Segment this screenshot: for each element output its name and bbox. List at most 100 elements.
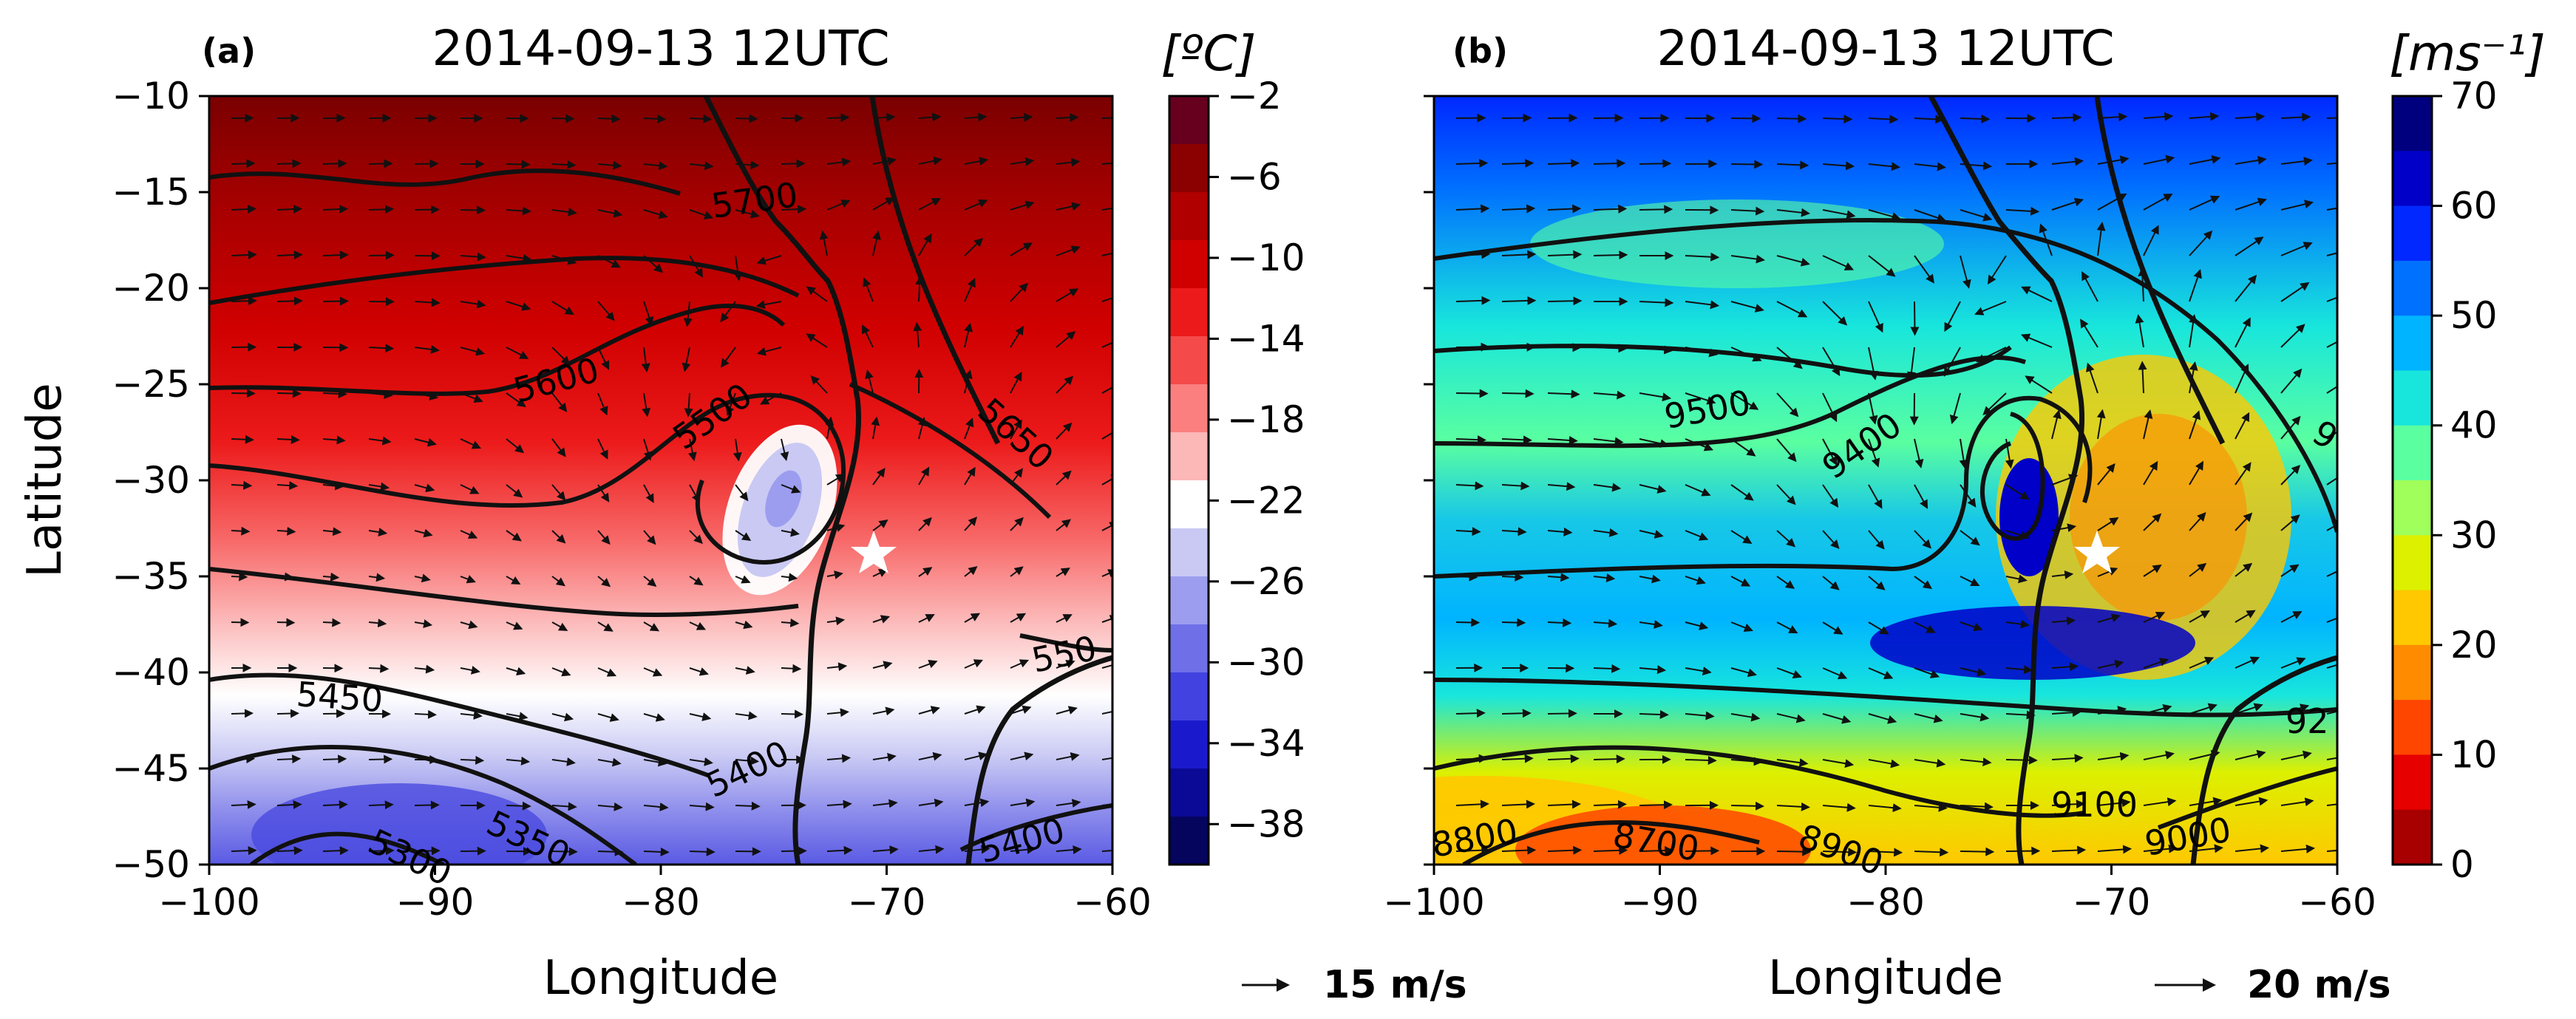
wind-vector: [1868, 209, 1901, 221]
wind-vector: [643, 713, 665, 722]
wind-vector: [551, 757, 576, 766]
wind-vector: [735, 666, 755, 675]
wind-vector: [2138, 361, 2147, 394]
wind-vector: [2051, 616, 2076, 626]
wind-vector: [2280, 415, 2301, 440]
colorbar-tick-label: −10: [1227, 236, 1305, 279]
wind-vector: [414, 528, 433, 538]
y-tick-label: −15: [112, 171, 190, 214]
wind-vector: [2097, 155, 2130, 165]
wind-vector: [506, 621, 523, 630]
wind-vector: [1776, 758, 1809, 767]
wind-vector: [231, 800, 256, 809]
wind-vector: [872, 799, 898, 808]
wind-vector: [1010, 282, 1028, 302]
wind-vector: [1010, 325, 1024, 348]
border-andes-b: [2094, 96, 2226, 445]
vector-key-label-b: 20 m/s: [2247, 963, 2391, 1007]
wind-vector: [1455, 572, 1478, 582]
wind-vector: [1101, 849, 1112, 852]
wind-vector: [2189, 112, 2220, 121]
wind-vector: [1730, 206, 1765, 216]
wind-vector: [1639, 574, 1661, 584]
wind-vector: [1959, 438, 1968, 469]
wind-vector: [1056, 422, 1073, 440]
wind-vector: [2326, 566, 2337, 577]
wind-vector: [918, 752, 942, 761]
wind-vector: [1056, 659, 1075, 669]
wind-vector: [643, 757, 667, 767]
wind-vector: [2280, 368, 2303, 394]
wind-vector: [322, 435, 346, 445]
coastline-chile-b: [1928, 96, 2085, 865]
wind-vector: [1593, 344, 1628, 353]
wind-vector: [414, 344, 440, 354]
wind-vector: [1101, 615, 1112, 624]
contour-5450: [209, 567, 799, 617]
wind-vector: [2097, 613, 2121, 623]
wind-vector: [964, 369, 973, 394]
wind-vector: [872, 468, 886, 485]
wind-vector: [597, 847, 624, 856]
wind-vector: [1455, 527, 1481, 536]
colorbar-bin: [2393, 700, 2432, 756]
wind-vector: [819, 230, 829, 256]
x-tick-label: −80: [622, 881, 700, 924]
wind-vector: [1547, 618, 1572, 627]
wind-vector: [2097, 752, 2130, 761]
wind-vector: [2326, 664, 2337, 669]
wind-vector: [1056, 157, 1081, 167]
wind-vector: [1822, 621, 1843, 635]
wind-vector: [826, 754, 852, 763]
wind-vector: [1639, 620, 1663, 629]
wind-vector: [368, 528, 388, 537]
colorbar-tick-label: 60: [2450, 185, 2498, 228]
wind-vector: [1101, 803, 1112, 806]
wind-vector: [755, 300, 782, 310]
wind-vector: [2189, 460, 2204, 485]
wind-vector: [1547, 159, 1580, 168]
wind-vector: [2051, 754, 2084, 763]
colorbar-bin: [2393, 316, 2432, 372]
colorbar-bin: [1169, 480, 1209, 529]
wind-vector: [1010, 200, 1035, 211]
wind-vector: [1101, 207, 1112, 211]
wind-vector: [781, 484, 801, 494]
wind-vector: [1960, 530, 1980, 546]
panel-label-a: (a): [202, 31, 256, 71]
y-axis-label-a: Latitude: [18, 383, 72, 577]
wind-vector: [1960, 576, 1980, 587]
wind-vector: [760, 392, 782, 405]
wind-vector: [872, 706, 895, 716]
wind-vector: [2097, 845, 2132, 854]
wind-vector: [414, 664, 435, 674]
wind-vector: [2005, 619, 2030, 629]
wind-vector: [551, 802, 577, 811]
wind-vector: [1685, 711, 1715, 720]
wind-vector: [689, 667, 709, 676]
wind-vector: [918, 156, 942, 166]
wind-vector: [2189, 512, 2206, 531]
contour-5650-west: [209, 256, 800, 305]
wind-vector: [806, 333, 828, 348]
wind-vector: [826, 616, 846, 626]
wind-vector: [1010, 752, 1034, 761]
wind-vector: [1776, 802, 1810, 811]
wind-vector: [1547, 709, 1577, 718]
wind-vector: [322, 754, 347, 764]
wind-vector: [863, 277, 874, 302]
colorbar-tick-label: 40: [2450, 404, 2498, 447]
wind-vector: [1685, 300, 1720, 310]
wind-vector: [2235, 797, 2269, 806]
y-tick-label: −45: [112, 747, 190, 790]
wind-vector: [1868, 484, 1883, 509]
contour-label: 9100: [2051, 785, 2138, 825]
wind-vector: [1822, 576, 1840, 590]
wind-vector: [1868, 347, 1878, 381]
wind-vector: [689, 255, 703, 278]
wind-vector: [551, 621, 568, 631]
wind-vector: [1822, 209, 1856, 219]
contour-north-1: [1434, 218, 2337, 533]
wind-vector: [643, 667, 663, 677]
wind-vector: [781, 573, 798, 582]
